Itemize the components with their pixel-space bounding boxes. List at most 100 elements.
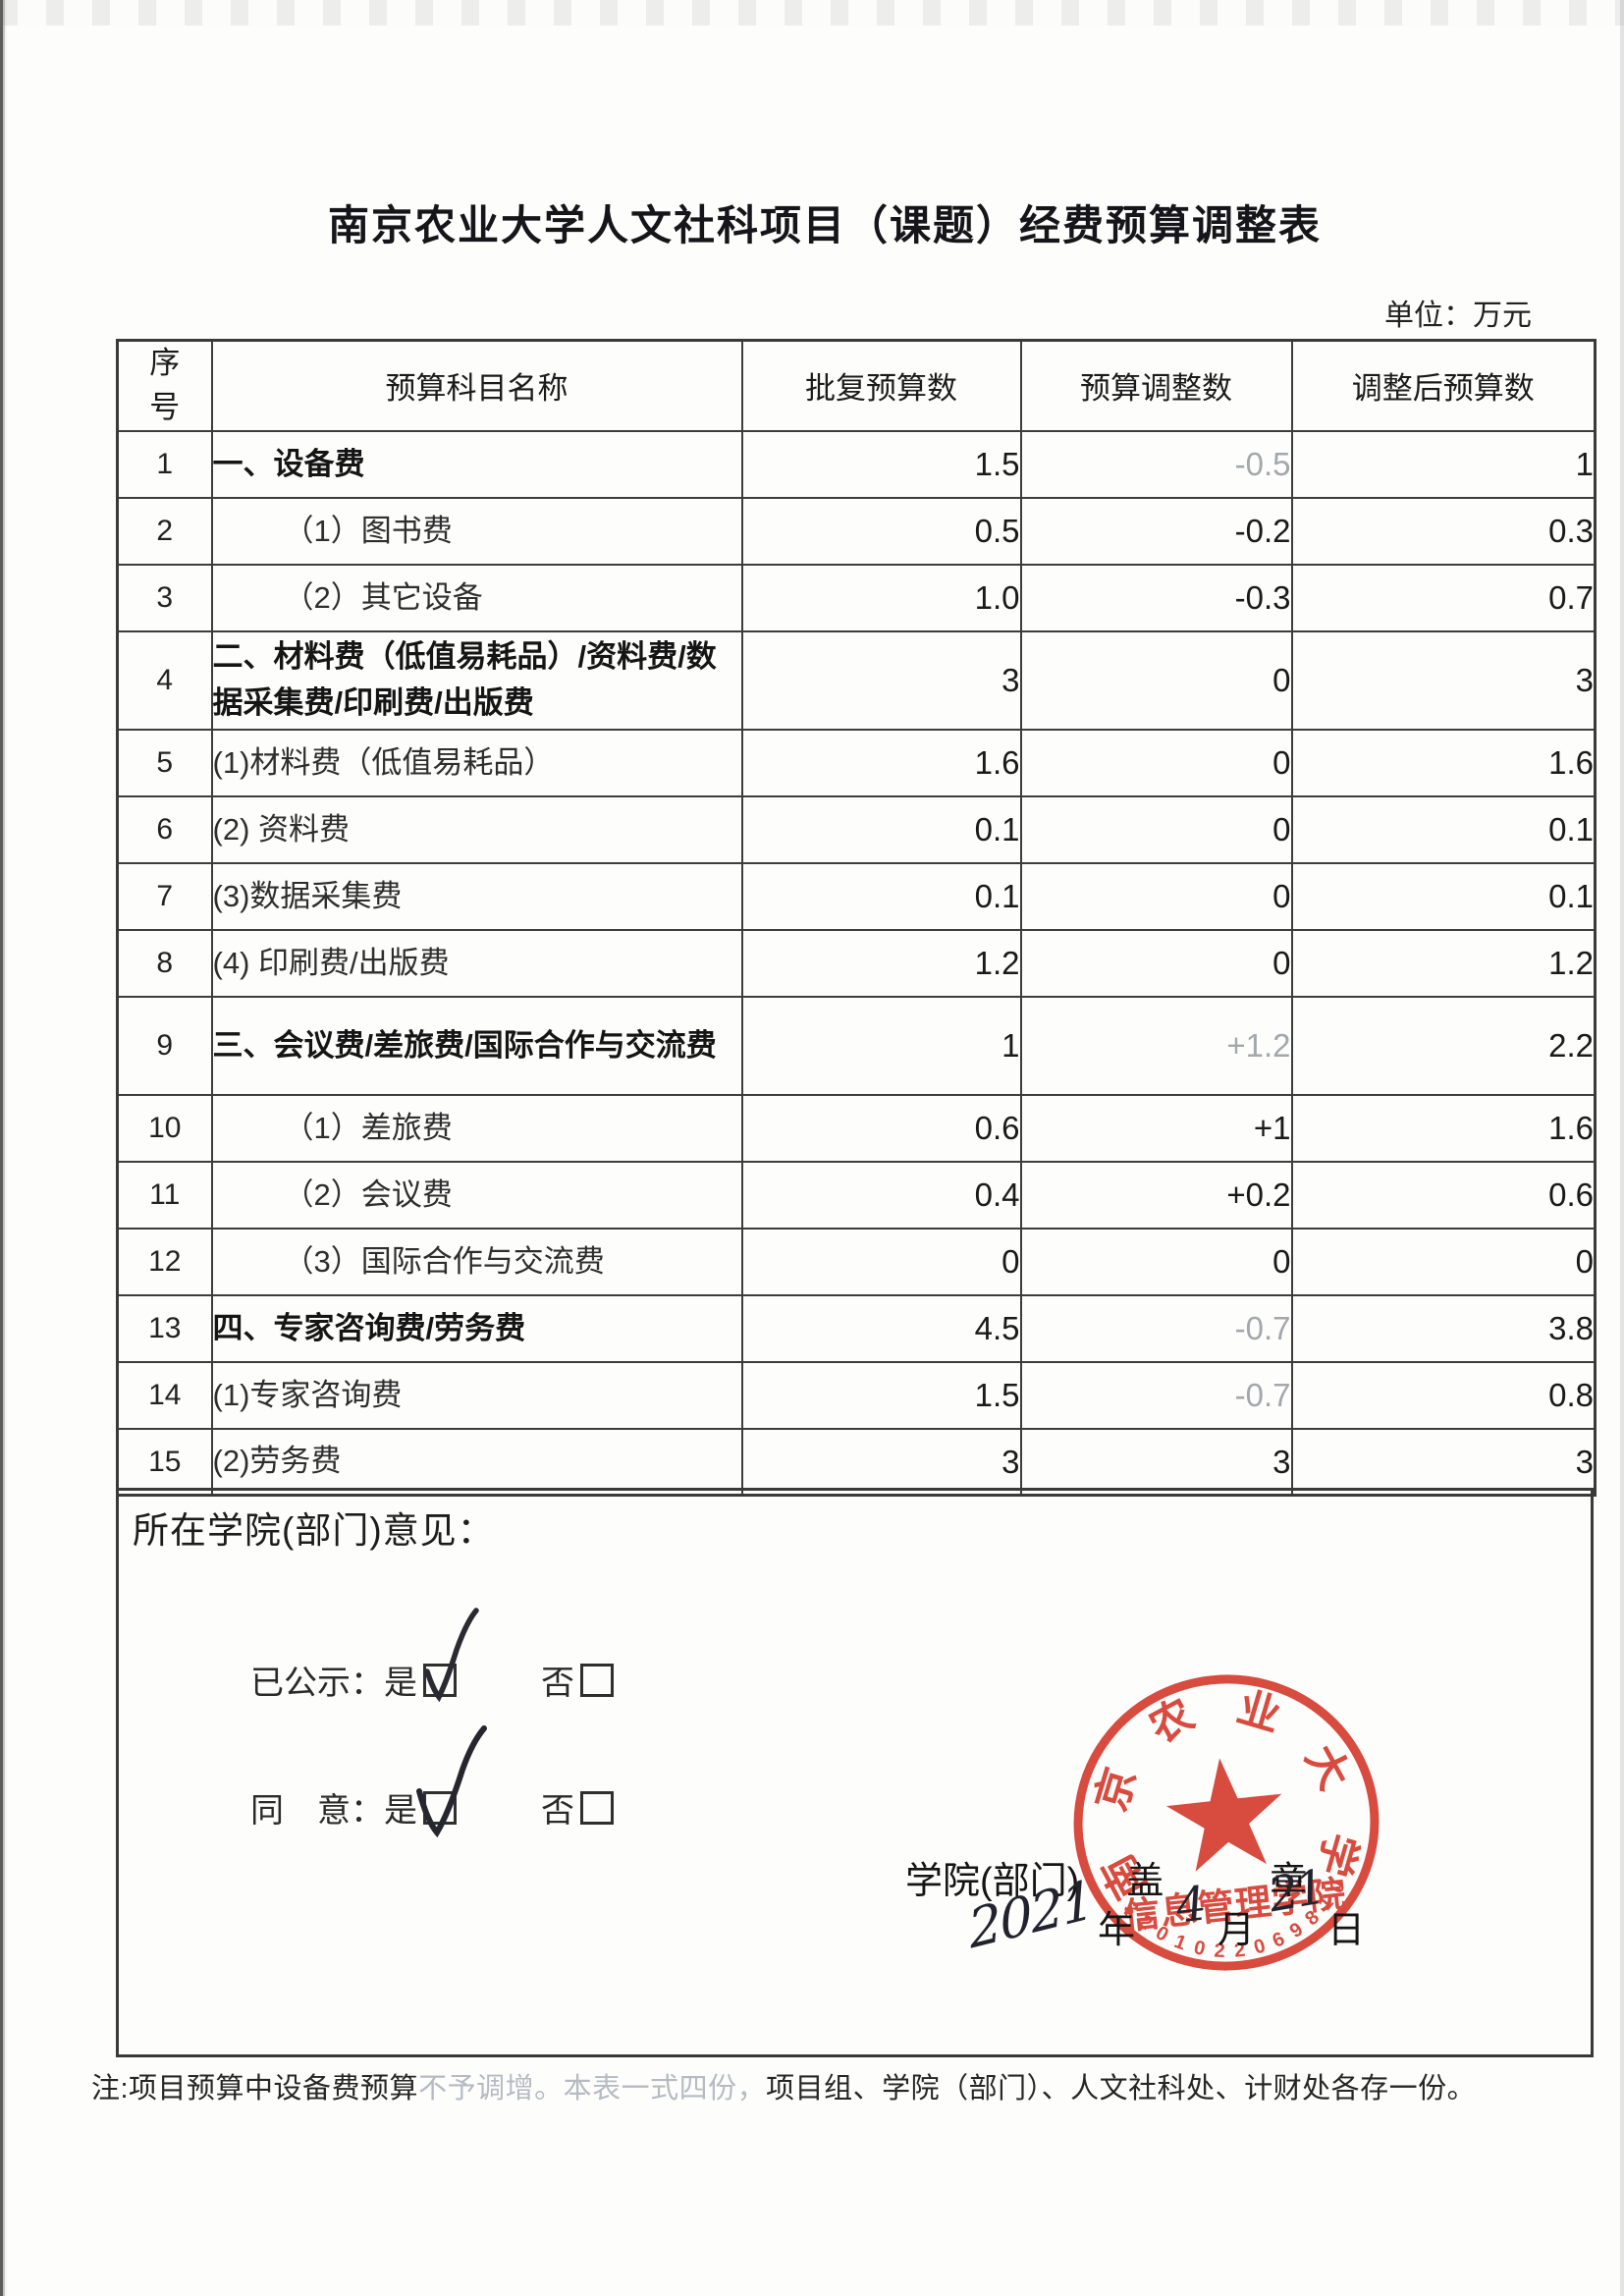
no-label: 否 <box>541 1792 574 1830</box>
table-row: 6 (2) 资料费 0.1 0 0.1 <box>116 794 1597 864</box>
scan-edge-right <box>1620 0 1624 2296</box>
table-row: 4 二、材料费（低值易耗品）/资料费/数据采集费/印刷费/出版费 3 0 3 <box>116 629 1597 731</box>
row-after-value: 0.7 <box>1290 563 1597 632</box>
seal-gai: 盖 <box>1126 1861 1164 1902</box>
row-label: (1)专家咨询费 <box>210 1360 743 1430</box>
row-adjust-value: 0 <box>1019 928 1293 998</box>
row-adjust-value: -0.5 <box>1019 429 1293 499</box>
star-icon <box>1165 1758 1282 1872</box>
row-label: 四、专家咨询费/劳务费 <box>210 1293 743 1363</box>
row-adjust-value: -0.3 <box>1019 563 1293 632</box>
row-seq: 10 <box>116 1093 213 1163</box>
row-seq: 13 <box>116 1293 213 1363</box>
row-after-value: 0 <box>1290 1227 1597 1296</box>
stamp-char: 9 <box>1286 1919 1307 1943</box>
table-row: 9 三、会议费/差旅费/国际合作与交流费 1 +1.2 2.2 <box>116 995 1597 1096</box>
row-approved-value: 1 <box>740 995 1022 1096</box>
publicized-no-checkbox[interactable] <box>580 1663 614 1697</box>
table-row: 11 （2）会议费 0.4 +0.2 0.6 <box>116 1160 1597 1230</box>
row-label: （1）图书费 <box>210 496 743 566</box>
table-row: 2 （1）图书费 0.5 -0.2 0.3 <box>116 496 1597 566</box>
page-title: 南京农业大学人文社科项目（课题）经费预算调整表 <box>327 202 1322 248</box>
table-row: 7 (3)数据采集费 0.1 0 0.1 <box>116 861 1597 931</box>
row-after-value: 0.3 <box>1290 496 1597 566</box>
footnote-faded: 不予调增。本表一式四份， <box>418 2073 767 2105</box>
row-adjust-value: 3 <box>1019 1427 1293 1497</box>
row-adjust-value: +1 <box>1019 1093 1293 1163</box>
row-approved-value: 0.5 <box>740 496 1022 566</box>
table-row: 1 一、设备费 1.5 -0.5 1 <box>116 429 1597 499</box>
row-seq: 2 <box>116 496 213 566</box>
row-approved-value: 0.1 <box>740 794 1022 864</box>
row-adjust-value: 0 <box>1019 1227 1293 1296</box>
row-approved-value: 0.6 <box>740 1093 1022 1163</box>
row-seq: 1 <box>116 429 213 499</box>
agree-line: 同 意： 是 否 <box>250 1783 614 1831</box>
row-label: （2）其它设备 <box>210 563 743 632</box>
table-row: 8 (4) 印刷费/出版费 1.2 0 1.2 <box>116 928 1597 998</box>
stamp-char: 业 <box>1232 1684 1286 1741</box>
stamp-char: 0 <box>1192 1937 1207 1960</box>
stamp-char: 1 <box>1171 1931 1189 1955</box>
row-adjust-value: +0.2 <box>1019 1160 1293 1230</box>
row-approved-value: 0.1 <box>740 861 1022 931</box>
row-after-value: 3 <box>1290 629 1597 731</box>
row-seq: 3 <box>116 563 213 632</box>
row-label: (1)材料费（低值易耗品） <box>210 728 743 797</box>
no-label: 否 <box>541 1665 574 1702</box>
row-adjust-value: 0 <box>1019 629 1293 731</box>
row-seq: 11 <box>116 1160 213 1230</box>
row-label: (2) 资料费 <box>210 794 743 864</box>
header-seq: 序号 <box>116 339 213 432</box>
row-seq: 5 <box>116 728 213 797</box>
row-seq: 4 <box>116 629 213 731</box>
row-approved-value: 3 <box>740 1427 1022 1497</box>
row-approved-value: 1.6 <box>740 728 1022 797</box>
yes-label: 是 <box>384 1665 417 1702</box>
agree-label: 同 意： <box>250 1792 384 1830</box>
row-approved-value: 3 <box>740 629 1022 731</box>
stamp-char: 京 <box>1088 1763 1145 1817</box>
row-seq: 8 <box>116 928 213 998</box>
scan-edge-left <box>0 0 7 2296</box>
row-approved-value: 0.4 <box>740 1160 1022 1230</box>
row-approved-value: 0 <box>740 1227 1022 1296</box>
table-row: 12 （3）国际合作与交流费 0 0 0 <box>116 1227 1597 1296</box>
row-after-value: 2.2 <box>1290 995 1597 1096</box>
handwritten-month: 4 <box>1172 1876 1210 1935</box>
row-after-value: 1.2 <box>1290 928 1597 998</box>
row-label: (3)数据采集费 <box>210 861 743 931</box>
row-after-value: 0.1 <box>1290 794 1597 864</box>
row-approved-value: 1.5 <box>740 429 1022 499</box>
row-seq: 12 <box>116 1227 213 1296</box>
stamp-char: 2 <box>1214 1941 1225 1963</box>
scan-edge-top <box>0 0 1624 26</box>
yes-label: 是 <box>384 1792 417 1830</box>
row-seq: 6 <box>116 794 213 864</box>
budget-table: 序号 预算科目名称 批复预算数 预算调整数 调整后预算数 1 一、设备费 1.5 -0… <box>116 339 1597 1498</box>
row-label: (2)劳务费 <box>210 1427 743 1497</box>
agree-yes-checkbox[interactable] <box>423 1790 457 1825</box>
row-approved-value: 1.0 <box>740 563 1022 632</box>
header-after: 调整后预算数 <box>1290 339 1597 432</box>
table-row: 14 (1)专家咨询费 1.5 -0.7 0.8 <box>116 1360 1597 1430</box>
stamp-ring <box>1073 1674 1380 1971</box>
row-label: （3）国际合作与交流费 <box>210 1227 743 1296</box>
row-after-value: 0.6 <box>1290 1160 1597 1230</box>
row-adjust-value: +1.2 <box>1019 995 1293 1096</box>
row-approved-value: 1.2 <box>740 928 1022 998</box>
footnote-prefix: 注:项目预算中设备费预算 <box>91 2073 419 2105</box>
header-approved: 批复预算数 <box>740 339 1022 432</box>
row-after-value: 3.8 <box>1290 1293 1597 1363</box>
agree-no-checkbox[interactable] <box>580 1790 614 1825</box>
row-seq: 14 <box>116 1360 213 1430</box>
month-label: 月 <box>1218 1910 1256 1951</box>
row-approved-value: 4.5 <box>740 1293 1022 1363</box>
row-after-value: 3 <box>1290 1427 1597 1497</box>
stamp-char: 0 <box>1252 1935 1268 1958</box>
publicized-yes-checkbox[interactable] <box>423 1663 457 1697</box>
opinion-title: 所在学院(部门)意见： <box>133 1510 495 1551</box>
row-seq: 7 <box>116 861 213 931</box>
row-adjust-value: 0 <box>1019 861 1293 931</box>
